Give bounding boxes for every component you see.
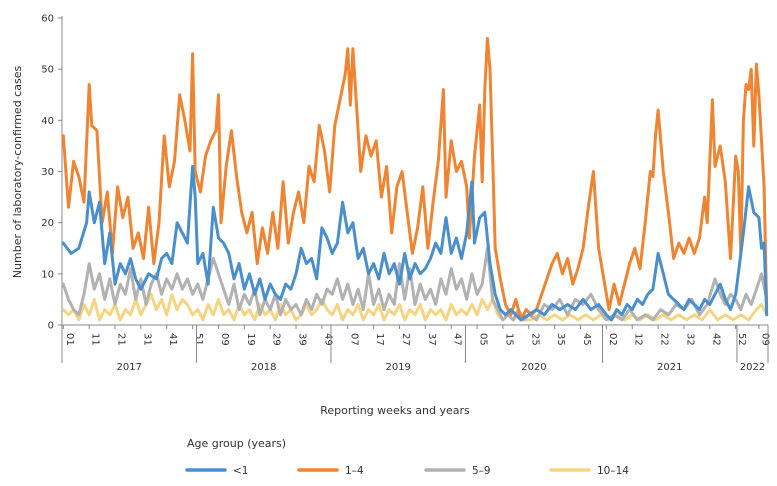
series-line — [61, 37, 769, 322]
x-tick-label: 15 — [503, 333, 514, 346]
y-tick-label: 40 — [41, 116, 54, 127]
x-tick-label: 01 — [64, 333, 75, 346]
legend-label: 5–9 — [472, 465, 491, 477]
y-tick-label: 0 — [48, 321, 54, 332]
x-tick-label: 31 — [141, 333, 152, 346]
x-tick-label: 42 — [710, 333, 721, 346]
y-tick-label: 20 — [41, 218, 54, 229]
y-tick-label: 50 — [41, 65, 54, 76]
legend-label: <1 — [233, 465, 248, 477]
x-tick-label: 32 — [684, 333, 695, 346]
x-tick-label: 12 — [633, 333, 644, 346]
x-tick-label: 51 — [193, 333, 204, 346]
x-tick-label: 21 — [116, 333, 127, 346]
x-tick-label: 41 — [167, 333, 178, 346]
x-tick-label: 35 — [555, 333, 566, 346]
y-axis-title: Number of laboratory-confirmed cases — [11, 66, 24, 279]
y-tick-label: 60 — [41, 14, 54, 25]
year-label: 2019 — [385, 362, 410, 373]
x-tick-label: 22 — [659, 333, 670, 346]
legend-label: 1–4 — [345, 465, 364, 477]
x-tick-label: 29 — [271, 333, 282, 346]
x-tick-label: 45 — [581, 333, 592, 346]
x-tick-label: 52 — [736, 333, 747, 346]
x-tick-label: 49 — [322, 333, 333, 346]
legend-title: Age group (years) — [187, 437, 286, 450]
x-tick-label: 37 — [426, 333, 437, 346]
x-axis: 01 11 21 31 41 51 09 19 29 39 49 07 17 27 37 47 05 15 25 35… — [61, 324, 770, 373]
x-axis-title: Reporting weeks and years — [320, 404, 470, 417]
year-label: 2021 — [657, 362, 682, 373]
x-tick-label: 27 — [400, 333, 411, 346]
year-label: 2017 — [117, 362, 142, 373]
series-lines — [61, 37, 769, 322]
x-tick-label: 11 — [90, 333, 101, 346]
x-tick-label: 39 — [297, 333, 308, 346]
x-tick-label: 25 — [529, 333, 540, 346]
year-label: 2020 — [521, 362, 546, 373]
x-tick-label: 02 — [607, 333, 618, 346]
x-tick-label: 07 — [348, 333, 359, 346]
x-tick-label: 47 — [452, 333, 463, 346]
y-axis: 0 10 20 30 40 50 60 — [41, 14, 63, 332]
x-tick-label: 19 — [245, 333, 256, 346]
legend: <1 1–4 5–9 10–14 — [185, 465, 629, 477]
y-tick-label: 30 — [41, 167, 54, 178]
year-label: 2022 — [740, 362, 765, 373]
year-label: 2018 — [251, 362, 276, 373]
x-tick-label: 17 — [374, 333, 385, 346]
series-line — [61, 164, 769, 322]
x-tick-label: 09 — [759, 333, 770, 346]
series-line — [61, 246, 769, 322]
legend-label: 10–14 — [597, 465, 629, 477]
y-tick-label: 10 — [41, 269, 54, 280]
x-tick-label: 09 — [219, 333, 230, 346]
x-tick-label: 05 — [478, 333, 489, 346]
